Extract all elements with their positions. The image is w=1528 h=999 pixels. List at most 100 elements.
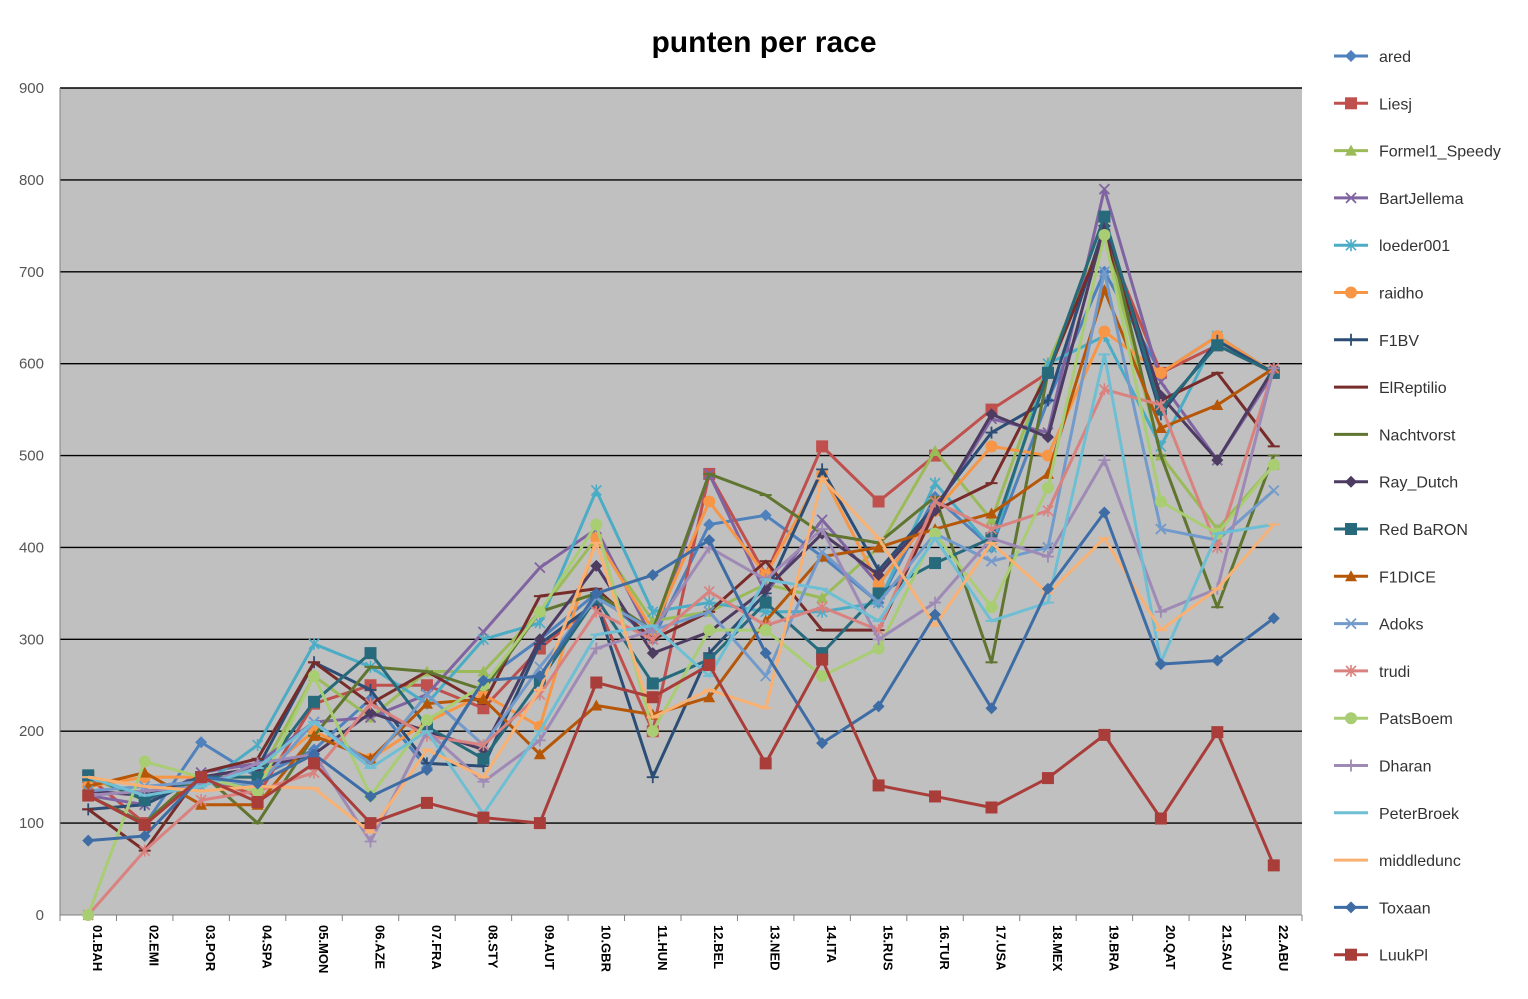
data-point bbox=[364, 683, 377, 696]
x-tick-label: 14.ITA bbox=[824, 925, 839, 964]
data-point bbox=[1154, 812, 1167, 825]
data-point bbox=[420, 679, 433, 692]
data-point bbox=[1098, 728, 1111, 741]
data-point bbox=[1345, 759, 1357, 772]
data-point bbox=[1345, 570, 1357, 582]
data-point bbox=[308, 748, 321, 761]
x-tick-label: 10.GBR bbox=[598, 925, 613, 973]
data-point bbox=[1345, 50, 1357, 62]
y-tick-label: 100 bbox=[19, 815, 44, 832]
legend-label: loeder001 bbox=[1379, 238, 1450, 255]
data-point bbox=[985, 702, 998, 715]
data-point bbox=[646, 691, 659, 704]
y-tick-label: 400 bbox=[19, 539, 44, 556]
data-point bbox=[590, 642, 603, 655]
data-point bbox=[646, 771, 659, 784]
data-point bbox=[816, 670, 829, 683]
series-line bbox=[87, 477, 1275, 834]
data-point bbox=[759, 624, 772, 637]
chart-title: punten per race bbox=[651, 26, 876, 59]
data-point bbox=[308, 695, 321, 708]
x-tick-label: 09.AUT bbox=[542, 925, 557, 970]
data-point bbox=[1041, 582, 1054, 595]
legend-item: Formel1_Speedy bbox=[1334, 144, 1501, 161]
data-point bbox=[872, 596, 885, 609]
data-point bbox=[703, 624, 716, 637]
series-line bbox=[88, 367, 1276, 843]
x-tick-label: 12.BEL bbox=[711, 925, 726, 969]
data-point bbox=[646, 677, 659, 690]
legend-label: Ray_Dutch bbox=[1379, 475, 1458, 492]
data-point bbox=[1098, 229, 1111, 242]
data-point bbox=[308, 637, 320, 650]
data-point bbox=[759, 647, 772, 660]
series-line bbox=[87, 215, 1275, 802]
data-point bbox=[1154, 658, 1167, 671]
data-point bbox=[1211, 654, 1224, 667]
data-point bbox=[82, 909, 95, 921]
data-point bbox=[1345, 664, 1357, 677]
data-point bbox=[82, 834, 95, 847]
data-point bbox=[816, 523, 829, 536]
data-point bbox=[477, 665, 490, 677]
legend-label: F1DICE bbox=[1379, 569, 1436, 586]
legend-label: F1BV bbox=[1379, 333, 1419, 350]
data-point bbox=[872, 578, 885, 591]
data-point bbox=[872, 587, 885, 600]
data-point bbox=[929, 477, 941, 490]
data-point bbox=[477, 693, 490, 705]
data-point bbox=[647, 605, 659, 618]
data-point bbox=[703, 691, 716, 703]
legend-item: Nachtvorst bbox=[1334, 427, 1456, 444]
data-point bbox=[138, 766, 151, 778]
data-point bbox=[1267, 612, 1280, 625]
legend-label: PeterBroek bbox=[1379, 806, 1460, 823]
data-point bbox=[1098, 325, 1111, 338]
data-point bbox=[759, 509, 772, 522]
series-line bbox=[88, 511, 1275, 843]
series-luukpl bbox=[82, 653, 1280, 872]
x-tick-label: 01.BAH bbox=[90, 925, 105, 971]
data-point bbox=[1098, 454, 1111, 467]
data-point bbox=[1267, 362, 1280, 375]
legend-label: ElReptilio bbox=[1379, 380, 1447, 397]
legend-label: BartJellema bbox=[1379, 191, 1464, 208]
data-point bbox=[477, 702, 490, 715]
data-point bbox=[139, 844, 151, 857]
data-point bbox=[1211, 399, 1224, 411]
data-point bbox=[1268, 484, 1280, 497]
legend: ared Liesj Formel1_Speedy BartJellema loeder… bbox=[1334, 49, 1501, 965]
data-point bbox=[138, 755, 151, 768]
legend-label: trudi bbox=[1379, 664, 1410, 681]
data-point bbox=[533, 817, 546, 830]
series-line bbox=[87, 658, 1276, 866]
data-point bbox=[82, 789, 95, 802]
series-line bbox=[88, 224, 1276, 798]
legend-item: raidho bbox=[1334, 286, 1424, 303]
y-tick-label: 900 bbox=[19, 80, 44, 97]
data-point bbox=[703, 659, 716, 672]
data-point bbox=[646, 647, 659, 660]
y-tick-label: 500 bbox=[19, 448, 44, 465]
data-point bbox=[1345, 475, 1357, 488]
y-tick-label: 800 bbox=[19, 172, 44, 189]
data-point bbox=[816, 653, 829, 666]
legend-item: F1BV bbox=[1334, 333, 1419, 350]
data-point bbox=[1098, 266, 1111, 278]
data-point bbox=[1345, 333, 1357, 346]
data-point bbox=[646, 569, 659, 582]
data-point bbox=[138, 818, 151, 831]
data-point bbox=[1345, 712, 1357, 725]
data-point bbox=[1345, 239, 1357, 252]
data-point bbox=[1345, 97, 1357, 110]
x-tick-label: 19.BRA bbox=[1106, 925, 1121, 972]
legend-item: loeder001 bbox=[1334, 238, 1450, 255]
data-point bbox=[929, 527, 942, 540]
data-point bbox=[985, 426, 998, 439]
series-line bbox=[87, 352, 1275, 816]
data-point bbox=[364, 647, 377, 660]
data-point bbox=[985, 440, 998, 453]
data-point bbox=[477, 811, 490, 824]
data-point bbox=[364, 817, 377, 830]
